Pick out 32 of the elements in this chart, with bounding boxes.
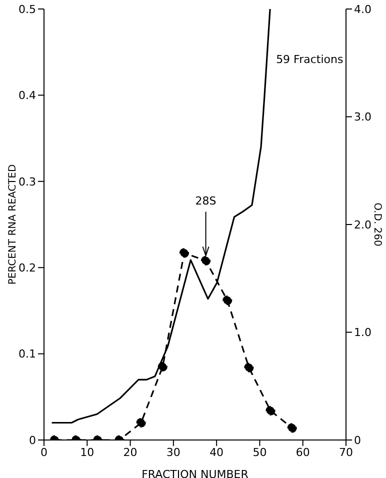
point xyxy=(136,418,146,428)
x-tick-label: 40 xyxy=(210,446,224,459)
y2-tick-label: 3.0 xyxy=(354,110,372,124)
y-tick-label: 0.5 xyxy=(18,2,36,16)
y2-tick-label: 4.0 xyxy=(354,2,372,16)
y2-tick-label: 1.0 xyxy=(354,326,372,340)
y2-tick-label: 0 xyxy=(354,434,361,447)
x-tick-label: 30 xyxy=(166,446,180,459)
x-tick-label: 10 xyxy=(80,446,94,459)
y2-axis-title: O.D. 260 xyxy=(371,202,382,246)
y-tick-label: 0.3 xyxy=(18,175,36,188)
point xyxy=(158,362,168,372)
series-label: 59 Fractions xyxy=(276,53,344,66)
point xyxy=(200,256,211,266)
y-axis-title: PERCENT RNA REACTED xyxy=(8,164,19,285)
x-tick-label: 70 xyxy=(339,446,353,459)
point xyxy=(266,406,276,416)
annotation: 28S xyxy=(195,194,216,208)
x-tick-label: 0 xyxy=(40,446,48,459)
point xyxy=(287,423,297,433)
x-tick-label: 50 xyxy=(252,446,267,459)
y-tick-label: 0.4 xyxy=(18,89,36,102)
y2-tick-label: 2.0 xyxy=(354,218,372,232)
point xyxy=(244,362,254,372)
point xyxy=(222,296,232,306)
point xyxy=(179,248,190,258)
y-tick-label: 0.2 xyxy=(18,262,36,275)
x-tick-label: 20 xyxy=(123,446,138,459)
x-tick-label: 60 xyxy=(296,446,310,459)
y-tick-label: 0.1 xyxy=(18,348,36,361)
x-axis-title: FRACTION NUMBER xyxy=(142,468,249,478)
y-tick-label: 0 xyxy=(29,434,36,447)
